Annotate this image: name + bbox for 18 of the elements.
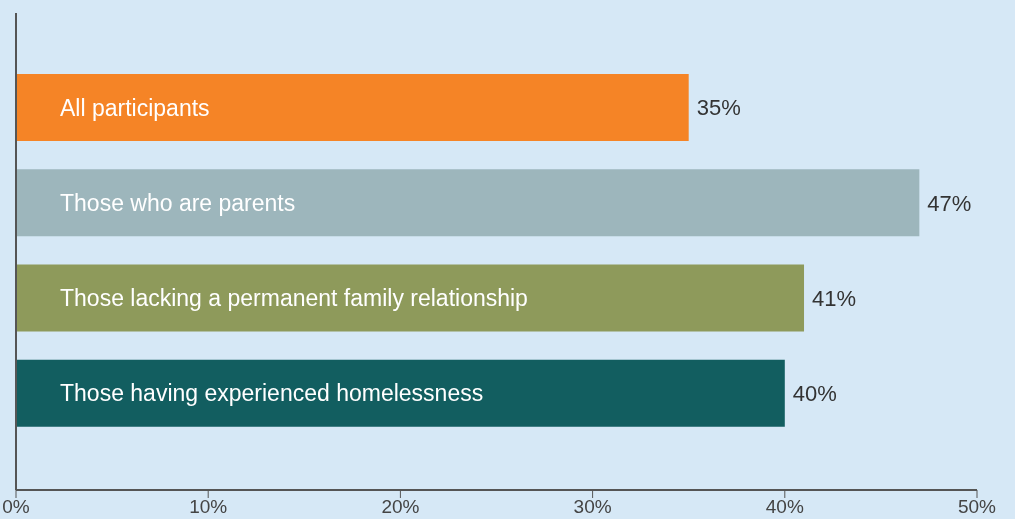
bar (16, 359, 785, 427)
x-tick-label: 30% (573, 496, 612, 518)
bar (16, 169, 920, 237)
data-label: 35% (696, 95, 741, 121)
y-tick-label: Those lacking a permanent family relationship (60, 285, 528, 312)
x-tick-label: 40% (765, 496, 804, 518)
data-label: 47% (927, 190, 972, 216)
x-tick-label: 0% (2, 496, 30, 518)
x-tick-label: 20% (381, 496, 420, 518)
bar (16, 264, 805, 332)
y-tick-label: Those having experienced homelessness (60, 380, 484, 407)
data-label: 41% (812, 285, 857, 311)
bar (16, 74, 689, 141)
y-tick-label: All participants (60, 94, 210, 121)
y-tick-label: Those who are parents (60, 189, 296, 216)
data-label: 40% (792, 381, 837, 407)
x-tick-label: 10% (189, 496, 228, 518)
x-tick-label: 50% (957, 496, 997, 518)
